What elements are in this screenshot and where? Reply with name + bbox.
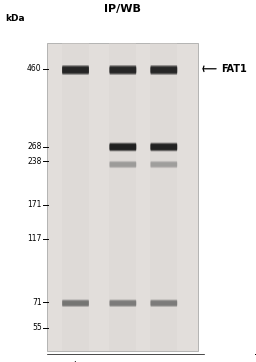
FancyBboxPatch shape [62,67,89,73]
Text: 171: 171 [27,200,42,209]
FancyBboxPatch shape [110,162,136,167]
FancyBboxPatch shape [110,65,136,72]
Text: FAT1: FAT1 [221,64,247,74]
Bar [151,43,177,351]
Text: 71: 71 [32,298,42,307]
FancyBboxPatch shape [110,144,136,150]
FancyBboxPatch shape [62,300,89,306]
FancyBboxPatch shape [62,301,89,307]
FancyBboxPatch shape [151,161,177,167]
Text: •: • [161,360,167,362]
FancyBboxPatch shape [151,65,177,72]
FancyBboxPatch shape [151,299,177,305]
FancyBboxPatch shape [151,300,177,306]
FancyBboxPatch shape [110,301,136,307]
FancyBboxPatch shape [151,67,177,73]
Text: 268: 268 [27,142,42,151]
FancyBboxPatch shape [110,143,136,149]
Text: 117: 117 [27,235,42,243]
Bar [110,43,136,351]
FancyBboxPatch shape [110,161,136,167]
Text: 55: 55 [32,323,42,332]
FancyBboxPatch shape [110,145,136,151]
FancyBboxPatch shape [62,65,89,72]
Text: 238: 238 [27,157,42,165]
Text: kDa: kDa [5,14,25,24]
FancyBboxPatch shape [151,68,177,75]
FancyBboxPatch shape [151,301,177,307]
Text: •: • [190,360,196,362]
Bar [47,43,198,351]
Bar [62,43,89,351]
Text: 460: 460 [27,64,42,73]
FancyBboxPatch shape [110,67,136,73]
FancyBboxPatch shape [151,143,177,149]
FancyBboxPatch shape [62,299,89,305]
Text: •: • [120,360,126,362]
FancyBboxPatch shape [151,145,177,151]
FancyBboxPatch shape [110,300,136,306]
FancyBboxPatch shape [110,299,136,305]
Text: IP/WB: IP/WB [104,4,141,14]
FancyBboxPatch shape [151,144,177,150]
Text: +: + [71,360,80,362]
FancyBboxPatch shape [62,68,89,75]
FancyBboxPatch shape [151,162,177,167]
FancyBboxPatch shape [151,163,177,168]
FancyBboxPatch shape [110,163,136,168]
FancyBboxPatch shape [110,68,136,75]
